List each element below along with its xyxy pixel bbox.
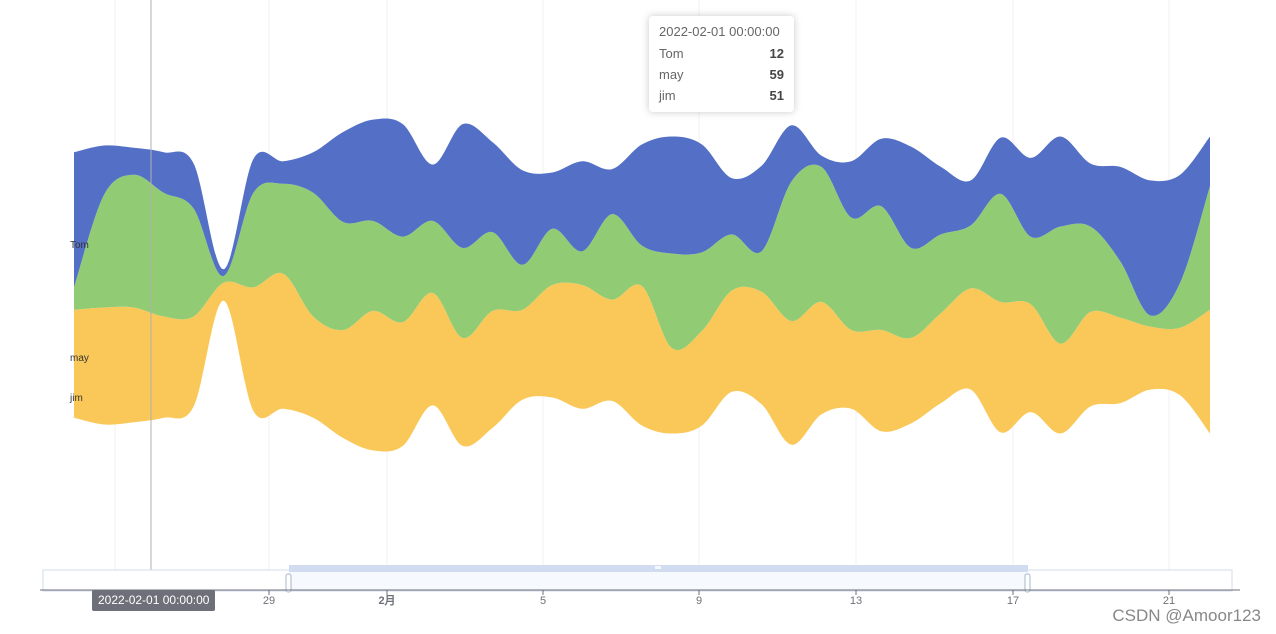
tooltip-title: 2022-02-01 00:00:00 xyxy=(659,24,780,39)
watermark: CSDN @Amoor123 xyxy=(1112,606,1261,625)
side-label-jim: jim xyxy=(69,393,83,404)
axis-pointer-label: 2022-02-01 00:00:00 xyxy=(92,590,216,611)
tooltip-row-tom: Tom 12 xyxy=(659,43,784,64)
tooltip-row-name: Tom xyxy=(659,46,684,61)
tooltip-row-name: may xyxy=(659,67,684,82)
x-axis-tick-label: 13 xyxy=(850,595,862,607)
data-zoom-move-handle-icon[interactable] xyxy=(655,566,661,569)
tooltip-row-value: 59 xyxy=(769,67,784,82)
tooltip-row-value: 12 xyxy=(769,46,784,61)
x-axis-tick-label: 2月 xyxy=(378,594,395,607)
river-layer-may[interactable] xyxy=(74,164,1210,351)
river-layers xyxy=(74,118,1210,452)
x-axis-tick-label: 17 xyxy=(1007,595,1019,607)
data-zoom-right-handle[interactable] xyxy=(1024,573,1031,593)
x-axis-tick-label: 9 xyxy=(696,595,702,607)
x-axis-tick-label: 21 xyxy=(1163,595,1175,607)
data-zoom-slider[interactable] xyxy=(42,565,1233,593)
x-axis-tick-label: 29 xyxy=(263,595,275,607)
tooltip-row-may: may 59 xyxy=(659,64,784,85)
series-side-labels: Tom may jim xyxy=(69,240,89,404)
data-zoom-left-handle[interactable] xyxy=(285,573,292,593)
side-label-tom: Tom xyxy=(70,240,89,251)
x-axis-tick-label: 5 xyxy=(540,595,546,607)
side-label-may: may xyxy=(70,353,89,364)
x-axis-ticks: 29 2月 5 9 13 17 21 xyxy=(263,590,1175,607)
river-layer-tom[interactable] xyxy=(74,118,1210,316)
tooltip-row-value: 51 xyxy=(769,88,784,103)
river-layer-jim[interactable] xyxy=(74,272,1210,452)
tooltip-row-jim: jim 51 xyxy=(659,85,784,106)
tooltip-row-name: jim xyxy=(659,88,676,103)
chart-tooltip: 2022-02-01 00:00:00 Tom 12 may 59 jim 51 xyxy=(649,16,794,112)
